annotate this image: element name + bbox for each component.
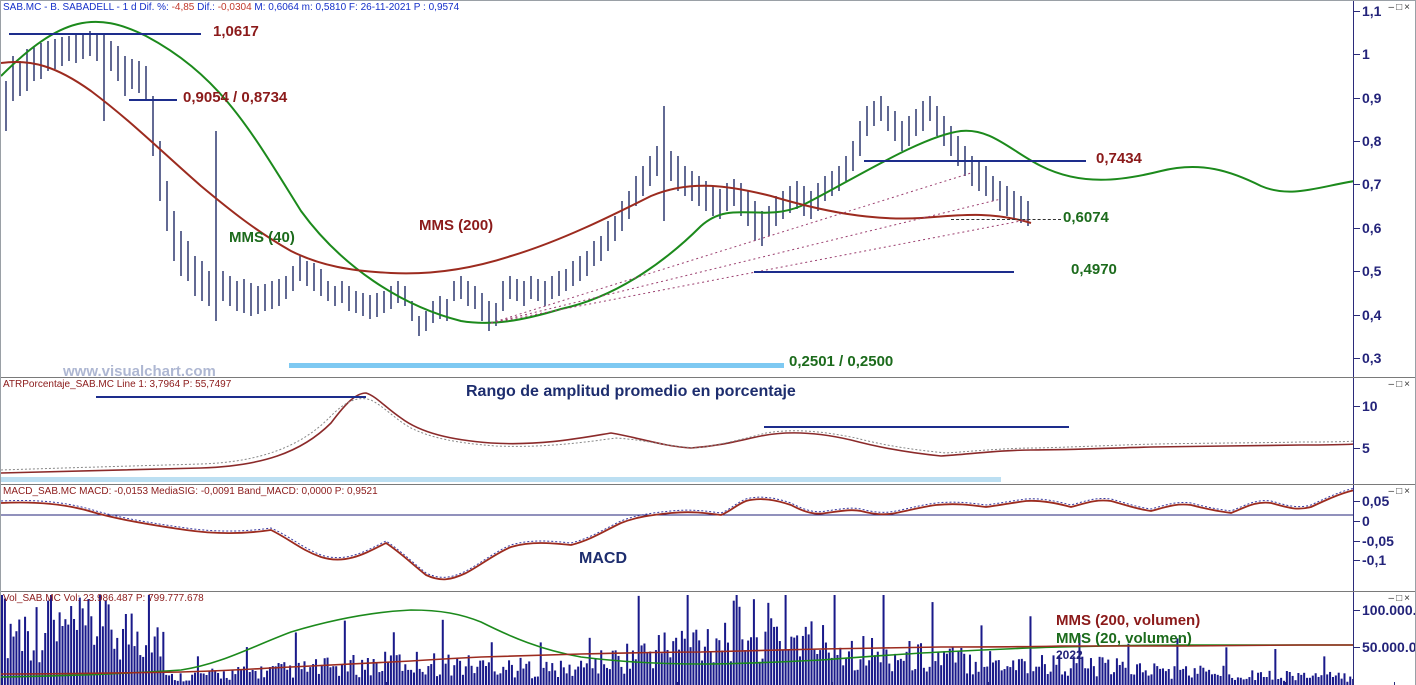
resistance-line-0.9054 [129, 99, 177, 101]
window-controls-main[interactable]: –□× [1389, 2, 1412, 13]
volume-chart-area: MMS (200, volumen) MMS (20, volumen) 202… [1, 592, 1353, 685]
annotation-0-9054-0-8734: 0,9054 / 0,8734 [183, 89, 287, 106]
atr-chart-area: Rango de amplitud promedio en porcentaje [1, 378, 1353, 484]
atr-bar-left [96, 396, 366, 398]
macd-svg [1, 485, 1353, 591]
dashed-line-0.6074 [951, 219, 1061, 220]
macd-price-axis: 0,05 0 -0,05 -0,1 [1353, 485, 1415, 591]
atr-center-text: Rango de amplitud promedio en porcentaje [466, 383, 796, 401]
atr-titlebar: ATRPorcentaje_SAB.MC Line 1: 3,7964 P: 5… [3, 379, 231, 390]
volume-panel: Vol_SAB.MC Vol: 23.986.487 P: 799.777.67… [1, 592, 1415, 685]
window-titlebar: SAB.MC - B. SABADELL - 1 d Dif. %: -4,85… [3, 2, 459, 13]
macd-center-text: MACD [579, 550, 627, 568]
annotation-1-0617: 1,0617 [213, 23, 259, 40]
support-line-0.2501 [289, 363, 784, 368]
visualchart-watermark: www.visualchart.com [63, 363, 216, 377]
main-price-axis: 1,1 1 0,9 0,8 0,7 0,6 0,5 0,4 0,3 [1353, 1, 1415, 377]
atr-bar-right [764, 426, 1069, 428]
resistance-line-1.0617 [9, 33, 201, 35]
volume-price-axis: 100.000.0 50.000.0 [1353, 592, 1415, 685]
main-chart-area: 1,0617 0,9054 / 0,8734 0,7434 0,6074 0,4… [1, 1, 1353, 377]
chart-window: SAB.MC - B. SABADELL - 1 d Dif. %: -4,85… [0, 0, 1416, 685]
support-line-0.4970 [754, 271, 1014, 273]
annotation-0-6074: 0,6074 [1063, 209, 1109, 226]
atr-price-axis: 10 5 [1353, 378, 1415, 484]
annotation-0-4970: 0,4970 [1071, 261, 1117, 278]
macd-chart-area: MACD [1, 485, 1353, 591]
volume-titlebar: Vol_SAB.MC Vol: 23.986.487 P: 799.777.67… [3, 593, 204, 604]
annotation-0-2501-0-2500: 0,2501 / 0,2500 [789, 353, 893, 370]
vol-year-label: 2022 [1056, 648, 1083, 662]
mms200-label: MMS (200) [419, 217, 493, 234]
atr-panel: ATRPorcentaje_SAB.MC Line 1: 3,7964 P: 5… [1, 378, 1415, 485]
main-trend-fan [1, 1, 1353, 377]
vol-mms200-label: MMS (200, volumen) [1056, 612, 1200, 629]
vol-mms20-label: MMS (20, volumen) [1056, 630, 1192, 647]
window-controls-macd[interactable]: –□× [1389, 486, 1412, 497]
macd-titlebar: MACD_SAB.MC MACD: -0,0153 MediaSIG: -0,0… [3, 486, 378, 497]
mms40-label: MMS (40) [229, 229, 295, 246]
main-price-panel: SAB.MC - B. SABADELL - 1 d Dif. %: -4,85… [1, 1, 1415, 378]
atr-underline-band [1, 477, 1001, 482]
resistance-line-0.7434 [864, 160, 1086, 162]
macd-panel: MACD_SAB.MC MACD: -0,0153 MediaSIG: -0,0… [1, 485, 1415, 592]
window-controls-atr[interactable]: –□× [1389, 379, 1412, 390]
annotation-0-7434: 0,7434 [1096, 150, 1142, 167]
window-controls-volume[interactable]: –□× [1389, 593, 1412, 604]
